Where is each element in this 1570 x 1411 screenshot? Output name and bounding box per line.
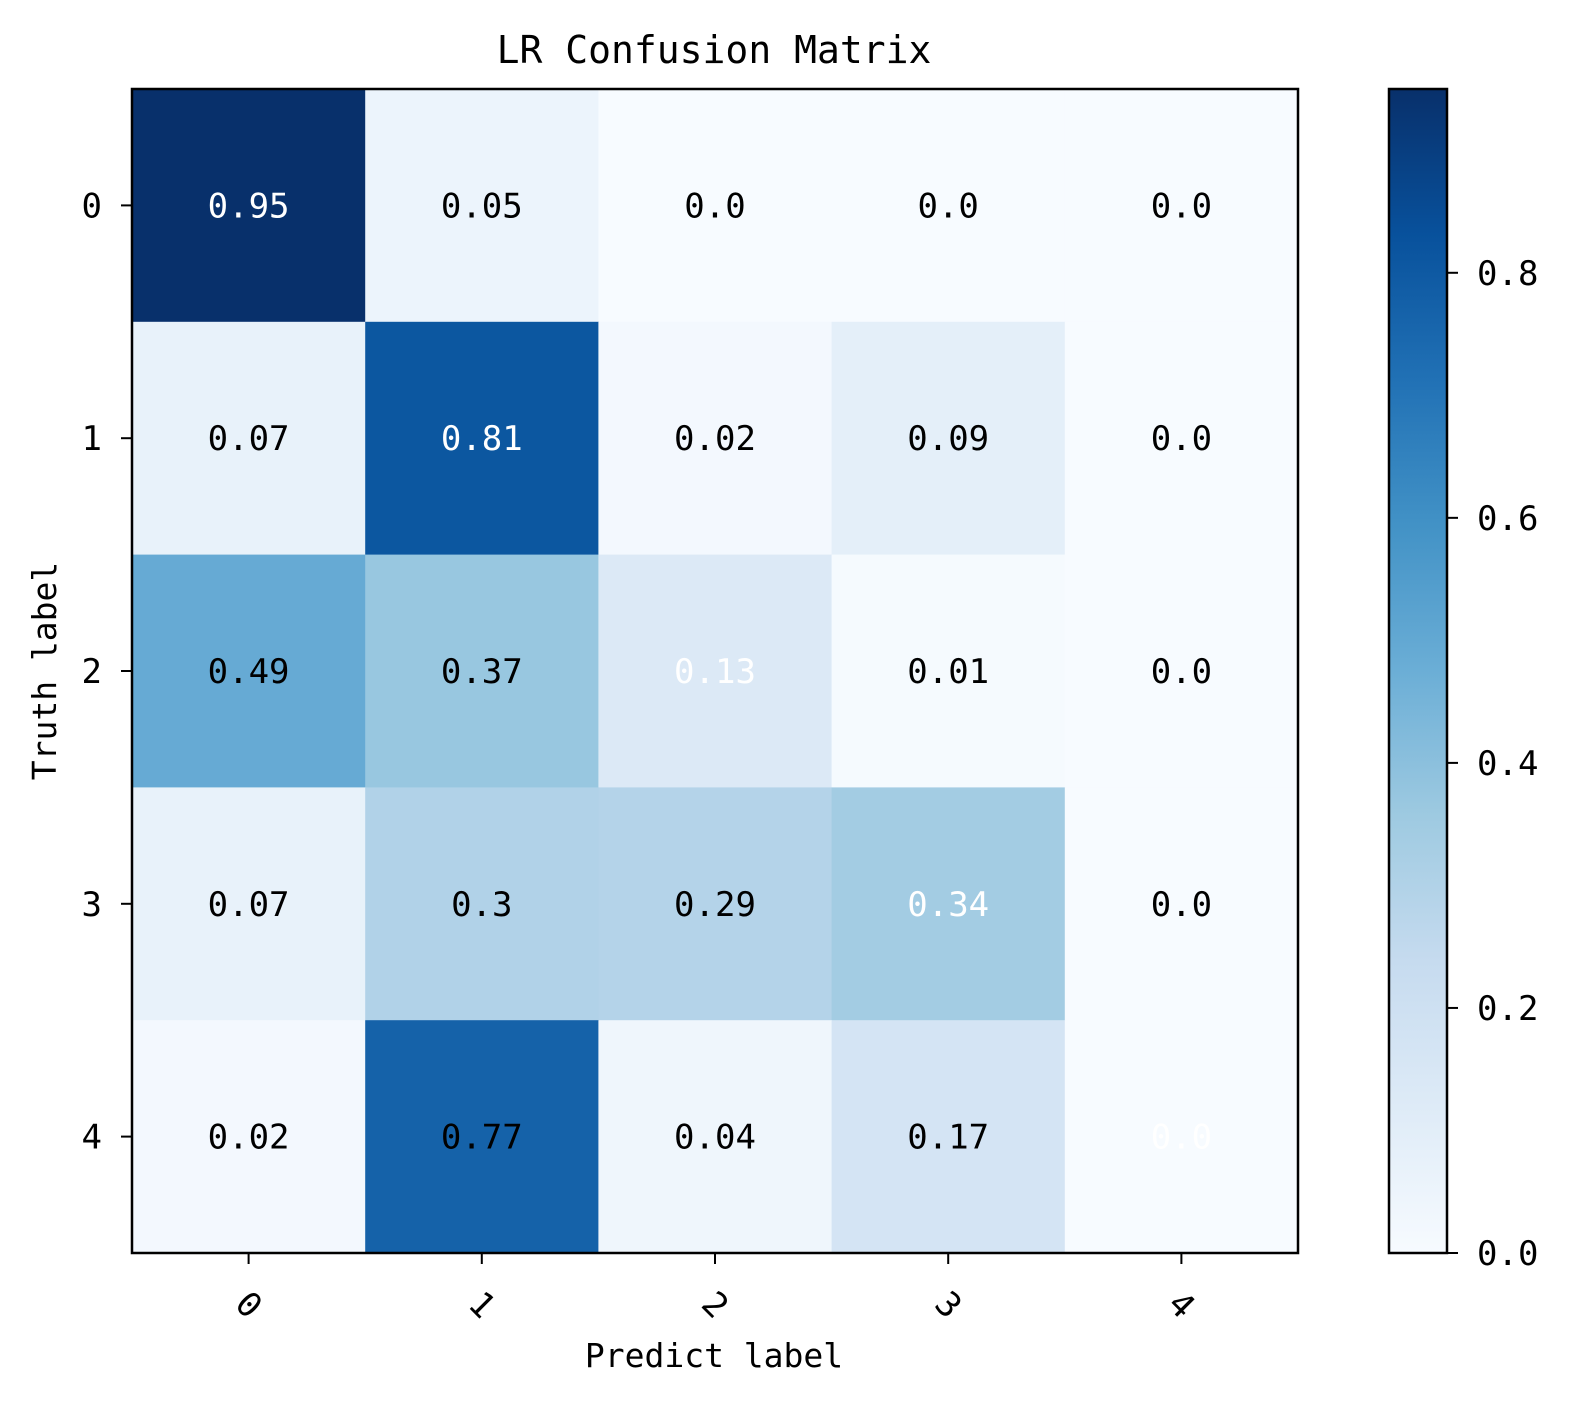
y-tick-label: 1 [82, 419, 102, 459]
colorbar [1387, 87, 1449, 1255]
cell-value-label: 0.02 [208, 1118, 290, 1158]
heatmap-cell [1064, 554, 1299, 788]
cell-value-label: 0.07 [208, 419, 290, 459]
colorbar-tick-label: 0.4 [1477, 744, 1538, 784]
cell-value-label: 0.0 [1151, 885, 1212, 925]
heatmap-cell [598, 89, 833, 323]
y-tick-label: 2 [82, 652, 102, 692]
cell-value-label: 0.01 [907, 652, 989, 692]
heatmap-cell [831, 554, 1066, 788]
x-axis-label: Predict label [585, 1336, 843, 1375]
heatmap-cell [1064, 321, 1299, 556]
heatmap-cell [598, 1020, 833, 1254]
cell-value-label: 0.09 [907, 419, 989, 459]
colorbar-tick-label: 0.6 [1477, 499, 1538, 539]
x-tick-label: 3 [927, 1284, 970, 1327]
heatmap-cell [831, 89, 1066, 323]
cell-value-label: 0.29 [674, 885, 756, 925]
x-tick-label: 1 [460, 1284, 503, 1327]
heatmap-cell [831, 787, 1066, 1021]
heatmap-cell [1064, 1020, 1299, 1254]
cell-value-label: 0.95 [208, 186, 290, 226]
heatmap-cell [1064, 89, 1299, 323]
heatmap-cell [132, 1020, 366, 1254]
cell-value-label: 0.0 [1151, 652, 1212, 692]
heatmap-cells [132, 89, 1299, 1254]
cell-value-label: 0.0 [1151, 1118, 1212, 1158]
heatmap-cell [365, 89, 599, 323]
cell-value-label: 0.0 [1151, 186, 1212, 226]
heatmap-cell [132, 554, 366, 788]
cell-value-label: 0.13 [674, 652, 756, 692]
cell-value-label: 0.77 [441, 1118, 523, 1158]
cell-value-label: 0.0 [684, 186, 745, 226]
cell-value-label: 0.49 [208, 652, 290, 692]
heatmap-cell [132, 787, 366, 1021]
heatmap-cell [365, 554, 599, 788]
heatmap-cell-labels: 0.95 0.05 0.0 0.0 0.0 0.07 0.81 0.02 0.09 0.0 0.49… [208, 186, 1212, 1157]
cell-value-label: 0.34 [907, 885, 989, 925]
chart-title: LR Confusion Matrix [497, 28, 932, 72]
cell-value-label: 0.0 [1151, 419, 1212, 459]
cell-value-label: 0.07 [208, 885, 290, 925]
heatmap-cell [365, 321, 599, 556]
heatmap-cell [365, 787, 599, 1021]
x-axis-ticks: 0 1 2 3 4 [227, 1253, 1203, 1327]
y-axis-ticks: 0 1 2 3 4 [82, 186, 132, 1158]
y-axis-label: Truth label [25, 562, 64, 781]
colorbar-tick-label: 0.0 [1477, 1234, 1538, 1274]
cell-value-label: 0.05 [441, 186, 523, 226]
cell-value-label: 0.0 [917, 186, 978, 226]
colorbar-tick-label: 0.8 [1477, 254, 1538, 294]
cell-value-label: 0.02 [674, 419, 756, 459]
y-tick-label: 0 [82, 186, 102, 226]
cell-value-label: 0.17 [907, 1118, 989, 1158]
cell-value-label: 0.04 [674, 1118, 756, 1158]
heatmap-cell [598, 554, 833, 788]
heatmap-cell [598, 321, 833, 556]
heatmap-cell [831, 321, 1066, 556]
heatmap-cell [132, 89, 366, 323]
heatmap-cell [831, 1020, 1066, 1254]
x-tick-label: 0 [227, 1284, 270, 1327]
y-tick-label: 3 [82, 885, 102, 925]
colorbar-tick-label: 0.2 [1477, 989, 1538, 1029]
x-tick-label: 4 [1160, 1284, 1203, 1327]
heatmap-cell [1064, 787, 1299, 1021]
x-tick-label: 2 [693, 1284, 736, 1327]
cell-value-label: 0.37 [441, 652, 523, 692]
heatmap-cell [598, 787, 833, 1021]
colorbar-ticks: 0.0 0.2 0.4 0.6 0.8 [1447, 254, 1538, 1274]
y-tick-label: 4 [82, 1118, 102, 1158]
cell-value-label: 0.81 [441, 419, 523, 459]
cell-value-label: 0.3 [451, 885, 512, 925]
heatmap-cell [132, 321, 366, 556]
heatmap-cell [365, 1020, 599, 1254]
